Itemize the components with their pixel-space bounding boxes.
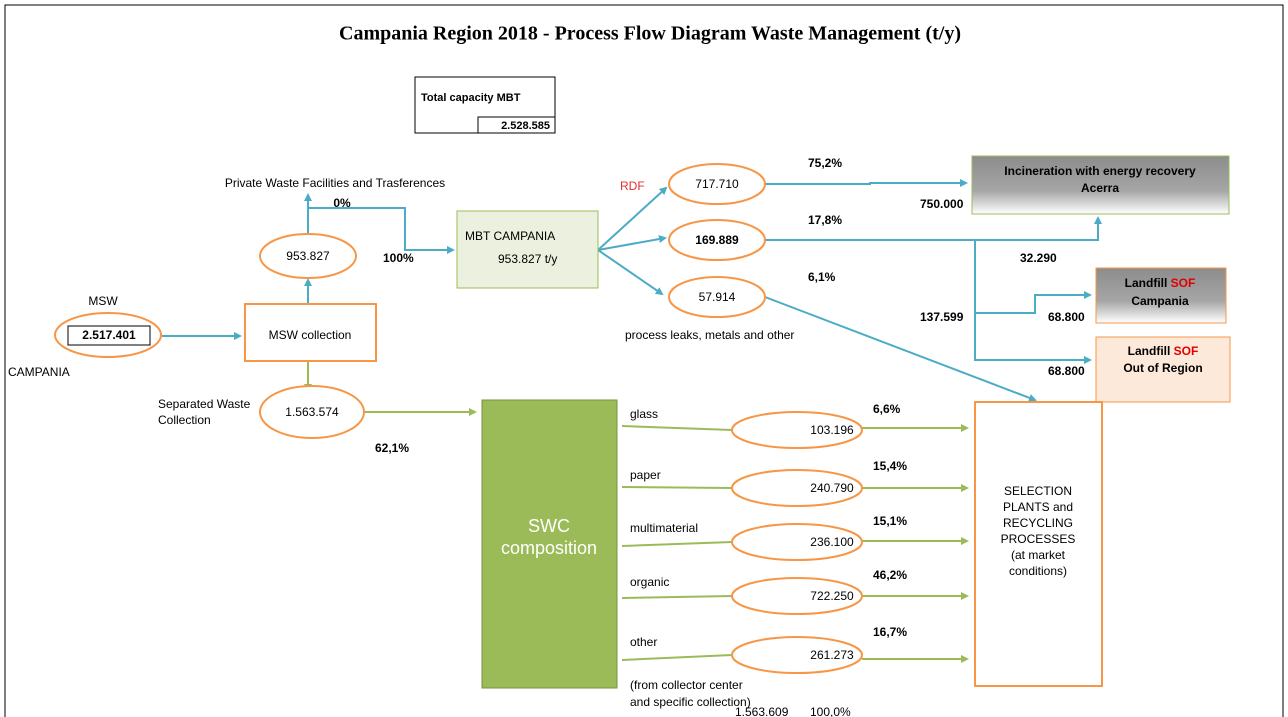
mbt-capacity: 953.827 t/y bbox=[498, 252, 557, 266]
fraction-name: multimaterial bbox=[630, 521, 698, 535]
rdf-label: RDF bbox=[620, 179, 645, 193]
fraction-share: 16,7% bbox=[873, 625, 907, 639]
fraction-value: 722.250 bbox=[810, 589, 854, 603]
residual-value: 953.827 bbox=[286, 249, 330, 263]
flows-green bbox=[304, 361, 967, 660]
collection-box bbox=[244, 303, 377, 362]
selection-line: SELECTION bbox=[1004, 484, 1072, 498]
fraction-share: 15,1% bbox=[873, 514, 907, 528]
leaks-value: 57.914 bbox=[699, 290, 736, 304]
flows-blue bbox=[162, 179, 1102, 402]
msw-value-box bbox=[67, 325, 151, 346]
leaks-label: process leaks, metals and other bbox=[625, 328, 794, 342]
fraction-ellipse bbox=[731, 523, 863, 561]
selection-text: SELECTION PLANTS and RECYCLING PROCESSES (at… bbox=[1001, 484, 1076, 578]
fraction-ellipse bbox=[731, 577, 863, 615]
fraction-name: glass bbox=[630, 407, 658, 421]
landfill-title: Landfill SOF bbox=[1128, 344, 1199, 358]
fraction-ellipse bbox=[731, 636, 863, 674]
residual-ellipse bbox=[259, 233, 357, 279]
incinerator-input: 750.000 bbox=[920, 197, 964, 211]
selection-line: PLANTS and bbox=[1003, 500, 1073, 514]
rdf-value: 717.710 bbox=[695, 177, 739, 191]
landfill-place: Campania bbox=[1131, 294, 1189, 308]
fraction-name: organic bbox=[630, 575, 669, 589]
fraction-share: 6,6% bbox=[873, 402, 901, 416]
mbt-name: MBT CAMPANIA bbox=[465, 229, 555, 243]
residual-share: 100% bbox=[383, 251, 414, 265]
selection-box bbox=[974, 401, 1103, 687]
separated-value: 1.563.574 bbox=[285, 405, 339, 419]
total-value: 1.563.609 bbox=[735, 705, 789, 717]
collection-label: MSW collection bbox=[269, 328, 352, 342]
leaks-share: 6,1% bbox=[808, 270, 836, 284]
landfill-input: 68.800 bbox=[1048, 310, 1085, 324]
mbt-box bbox=[456, 210, 599, 289]
selection-line: conditions) bbox=[1009, 564, 1067, 578]
total-share: 100,0% bbox=[810, 705, 851, 717]
sof-to-incinerator: 32.290 bbox=[1020, 251, 1057, 265]
fraction-ellipse bbox=[731, 411, 863, 449]
selection-line: (at market bbox=[1011, 548, 1066, 562]
fraction-value: 236.100 bbox=[810, 535, 854, 549]
fraction-share: 15,4% bbox=[873, 459, 907, 473]
frame bbox=[4, 4, 1284, 717]
rdf-ellipse bbox=[668, 163, 766, 205]
sof-to-landfill: 137.599 bbox=[920, 310, 964, 324]
fractions: glass 103.196 6,6% paper 240.790 15,4% multima… bbox=[630, 402, 907, 674]
msw-region: CAMPANIA bbox=[8, 365, 70, 379]
fraction-value: 103.196 bbox=[810, 423, 854, 437]
swc-box bbox=[481, 399, 618, 689]
other-note: and specific collection) bbox=[630, 695, 751, 709]
leaks-ellipse bbox=[668, 276, 766, 318]
landfill-title: Landfill SOF bbox=[1125, 276, 1196, 290]
incinerator-line: Incineration with energy recovery bbox=[1004, 164, 1196, 178]
separated-label: Collection bbox=[158, 413, 211, 427]
swc-label: composition bbox=[501, 538, 597, 558]
separated-share: 62,1% bbox=[375, 441, 409, 455]
capacity-value: 2.528.585 bbox=[501, 120, 550, 132]
swc-label: SWC bbox=[528, 516, 570, 536]
fraction-value: 240.790 bbox=[810, 481, 854, 495]
selection-line: PROCESSES bbox=[1001, 532, 1076, 546]
incinerator-box bbox=[971, 155, 1230, 215]
landfill-word: Landfill bbox=[1125, 276, 1168, 290]
separated-label: Separated Waste bbox=[158, 397, 251, 411]
sof-ellipse bbox=[668, 219, 766, 261]
landfill-word: Landfill bbox=[1128, 344, 1171, 358]
fraction-name: paper bbox=[630, 468, 661, 482]
fraction-value: 261.273 bbox=[810, 648, 854, 662]
msw-label: MSW bbox=[88, 294, 118, 308]
landfill-box bbox=[1095, 336, 1231, 403]
sof-value: 169.889 bbox=[695, 233, 739, 247]
capacity-label: Total capacity MBT bbox=[421, 92, 521, 104]
rdf-share: 75,2% bbox=[808, 156, 842, 170]
landfill-place: Out of Region bbox=[1123, 361, 1202, 375]
title: Campania Region 2018 - Process Flow Diag… bbox=[339, 23, 961, 45]
msw-value: 2.517.401 bbox=[82, 328, 136, 342]
sof-word: SOF bbox=[1171, 276, 1196, 290]
landfill-box bbox=[1095, 267, 1227, 324]
fraction-ellipse bbox=[731, 469, 863, 507]
fraction-name: other bbox=[630, 635, 657, 649]
other-note: (from collector center bbox=[630, 678, 743, 692]
private-share: 0% bbox=[333, 196, 351, 210]
separated-ellipse bbox=[259, 385, 365, 439]
capacity-box: Total capacity MBT 2.528.585 bbox=[414, 76, 556, 134]
fraction-share: 46,2% bbox=[873, 568, 907, 582]
private-label: Private Waste Facilities and Trasference… bbox=[225, 176, 445, 190]
incinerator-line: Acerra bbox=[1081, 181, 1119, 195]
selection-line: RECYCLING bbox=[1003, 516, 1073, 530]
sof-word: SOF bbox=[1174, 344, 1199, 358]
landfill-input: 68.800 bbox=[1048, 364, 1085, 378]
sof-share: 17,8% bbox=[808, 213, 842, 227]
